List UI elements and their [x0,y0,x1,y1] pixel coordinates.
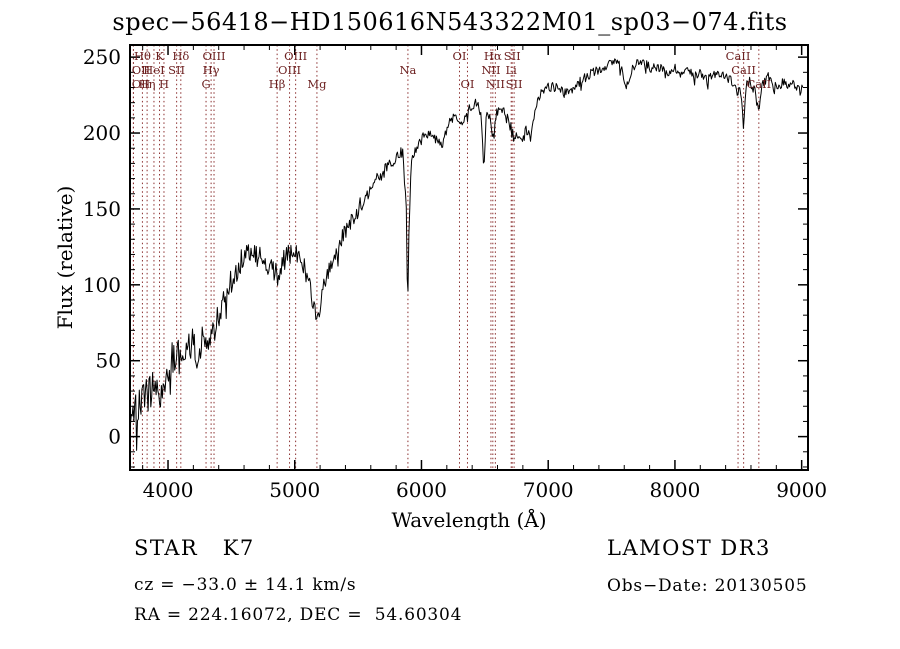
svg-text:Hθ: Hθ [134,49,151,63]
svg-text:CaII: CaII [746,77,771,91]
svg-text:CaII: CaII [731,63,756,77]
svg-text:7000: 7000 [523,478,574,502]
svg-text:Wavelength (Å): Wavelength (Å) [391,507,546,530]
svg-text:G: G [201,77,210,91]
svg-text:Hβ: Hβ [269,77,286,91]
svg-text:SII: SII [506,77,523,91]
object-type-label: STAR K7 [134,536,255,560]
svg-text:HeI: HeI [143,63,164,77]
svg-text:Hδ: Hδ [172,49,189,63]
svg-text:Flux (relative): Flux (relative) [53,186,77,330]
svg-text:150: 150 [83,197,121,221]
svg-text:OI: OI [453,49,467,63]
svg-text:Hα: Hα [484,49,502,63]
svg-text:Hη: Hη [139,77,156,91]
cz-value: cz = −33.0 ± 14.1 km/s [134,575,357,595]
svg-text:100: 100 [83,273,121,297]
svg-text:Li: Li [506,63,518,77]
svg-text:NII: NII [481,63,500,77]
svg-text:6000: 6000 [396,478,447,502]
svg-text:K: K [155,49,164,63]
svg-text:NII: NII [486,77,505,91]
svg-text:9000: 9000 [776,478,827,502]
ra-dec: RA = 224.16072, DEC = 54.60304 [134,605,463,625]
svg-text:OIII: OIII [284,49,307,63]
svg-text:8000: 8000 [649,478,700,502]
svg-text:Hγ: Hγ [203,63,220,77]
svg-text:5000: 5000 [269,478,320,502]
svg-text:OII: OII [132,63,151,77]
svg-text:OIII: OIII [202,49,225,63]
obs-date: Obs−Date: 20130505 [607,576,808,596]
spectrum-plot-svg: 4000 5000 6000 7000 8000 9000 0 50 100 150 200 250 W… [53,44,827,532]
svg-text:OI: OI [460,77,474,91]
svg-text:250: 250 [83,45,121,69]
svg-text:0: 0 [108,425,121,449]
survey-label: LAMOST DR3 [607,536,771,560]
svg-text:50: 50 [96,349,121,373]
svg-text:SII: SII [168,63,185,77]
svg-text:OIII: OIII [278,63,301,77]
svg-text:CaII: CaII [726,49,751,63]
svg-text:200: 200 [83,121,121,145]
svg-text:Mg: Mg [307,77,327,91]
svg-text:SII: SII [504,49,521,63]
svg-text:OII: OII [132,77,151,91]
plot-title: spec−56418−HD150616N543322M01_sp03−074.f… [112,8,788,36]
spectrum-chart: 4000 5000 6000 7000 8000 9000 0 50 100 150 200 250 W… [53,44,827,532]
svg-text:H: H [159,77,169,91]
svg-text:Na: Na [399,63,416,77]
svg-text:4000: 4000 [143,478,194,502]
